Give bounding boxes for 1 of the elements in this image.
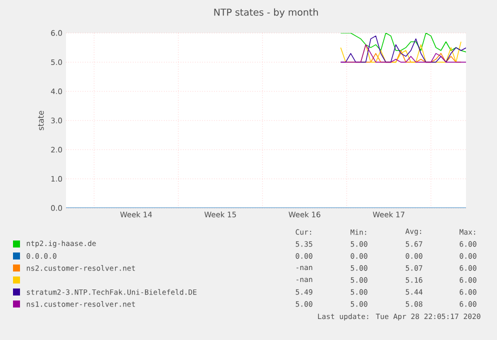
chart-title: NTP states - by month: [214, 8, 318, 18]
